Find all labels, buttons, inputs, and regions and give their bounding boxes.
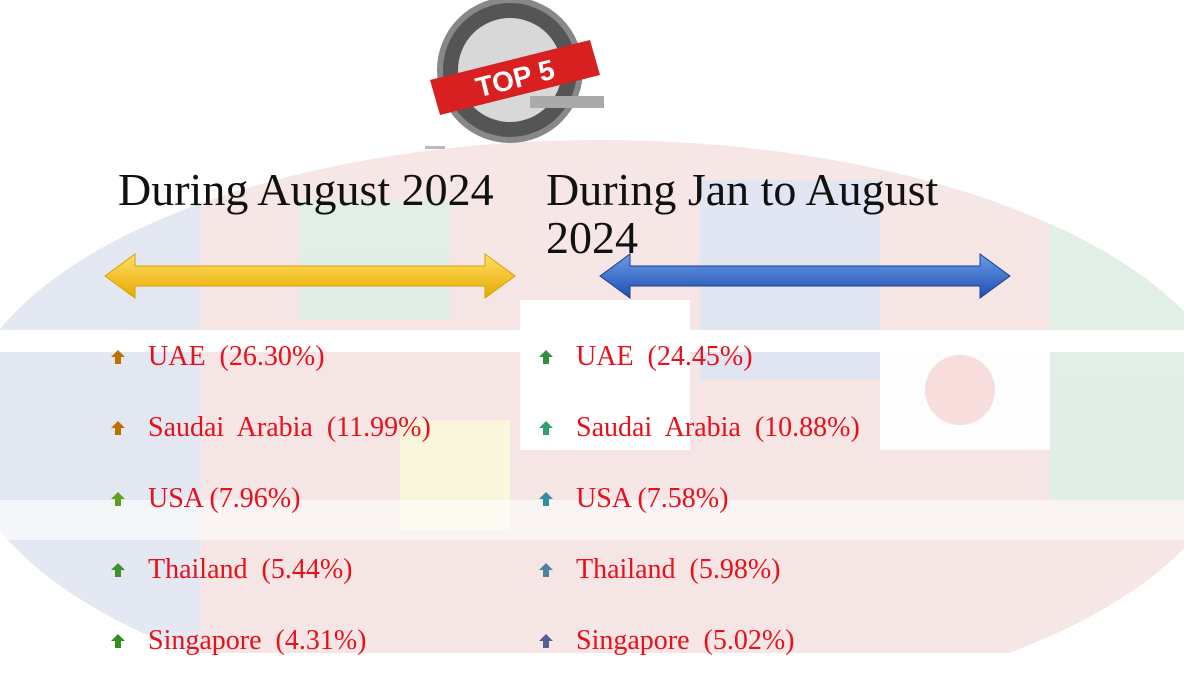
slide: TOP 5 During August 2024 During Jan to A… [0,0,1184,656]
bullet-icon [111,492,125,506]
blue-arrow [599,253,1011,299]
list-item: UAE (24.45%) [538,339,860,410]
item-text: USA (7.58%) [576,483,729,514]
heading: During Jan to August 2024 [546,164,939,263]
heading: During August 2024 [118,164,494,215]
bullet-icon [539,421,553,435]
list-item: Singapore (5.02%) [538,623,860,694]
bullet-icon [539,634,553,648]
top5-badge: TOP 5 [425,0,604,149]
list-item: Singapore (4.31%) [110,623,431,694]
bullet-icon [111,634,125,648]
list-item: Thailand (5.98%) [538,552,860,623]
item-text: UAE (24.45%) [576,341,753,372]
item-text: Saudai Arabia (10.88%) [576,412,860,443]
country-list: UAE (26.30%) Saudai Arabia (11.99%) USA (7… [110,339,431,694]
list-item: Thailand (5.44%) [110,552,431,623]
bullet-icon [111,421,125,435]
item-text: USA (7.96%) [148,483,301,514]
list-item: USA (7.96%) [110,481,431,552]
list-item: UAE (26.30%) [110,339,431,410]
list-item: USA (7.58%) [538,481,860,552]
item-text: Thailand (5.44%) [148,554,353,585]
bullet-icon [111,563,125,577]
item-text: Singapore (5.02%) [576,625,795,656]
list-item: Saudai Arabia (10.88%) [538,410,860,481]
item-text: Thailand (5.98%) [576,554,781,585]
item-text: Saudai Arabia (11.99%) [148,412,431,443]
list-item: Saudai Arabia (11.99%) [110,410,431,481]
country-list: UAE (24.45%) Saudai Arabia (10.88%) USA (7… [538,339,860,694]
item-text: Singapore (4.31%) [148,625,367,656]
bullet-icon [539,563,553,577]
bullet-icon [111,350,125,364]
yellow-arrow [104,253,516,299]
background: TOP 5 [0,0,1184,653]
bullet-icon [539,492,553,506]
bullet-icon [539,350,553,364]
item-text: UAE (26.30%) [148,341,325,372]
